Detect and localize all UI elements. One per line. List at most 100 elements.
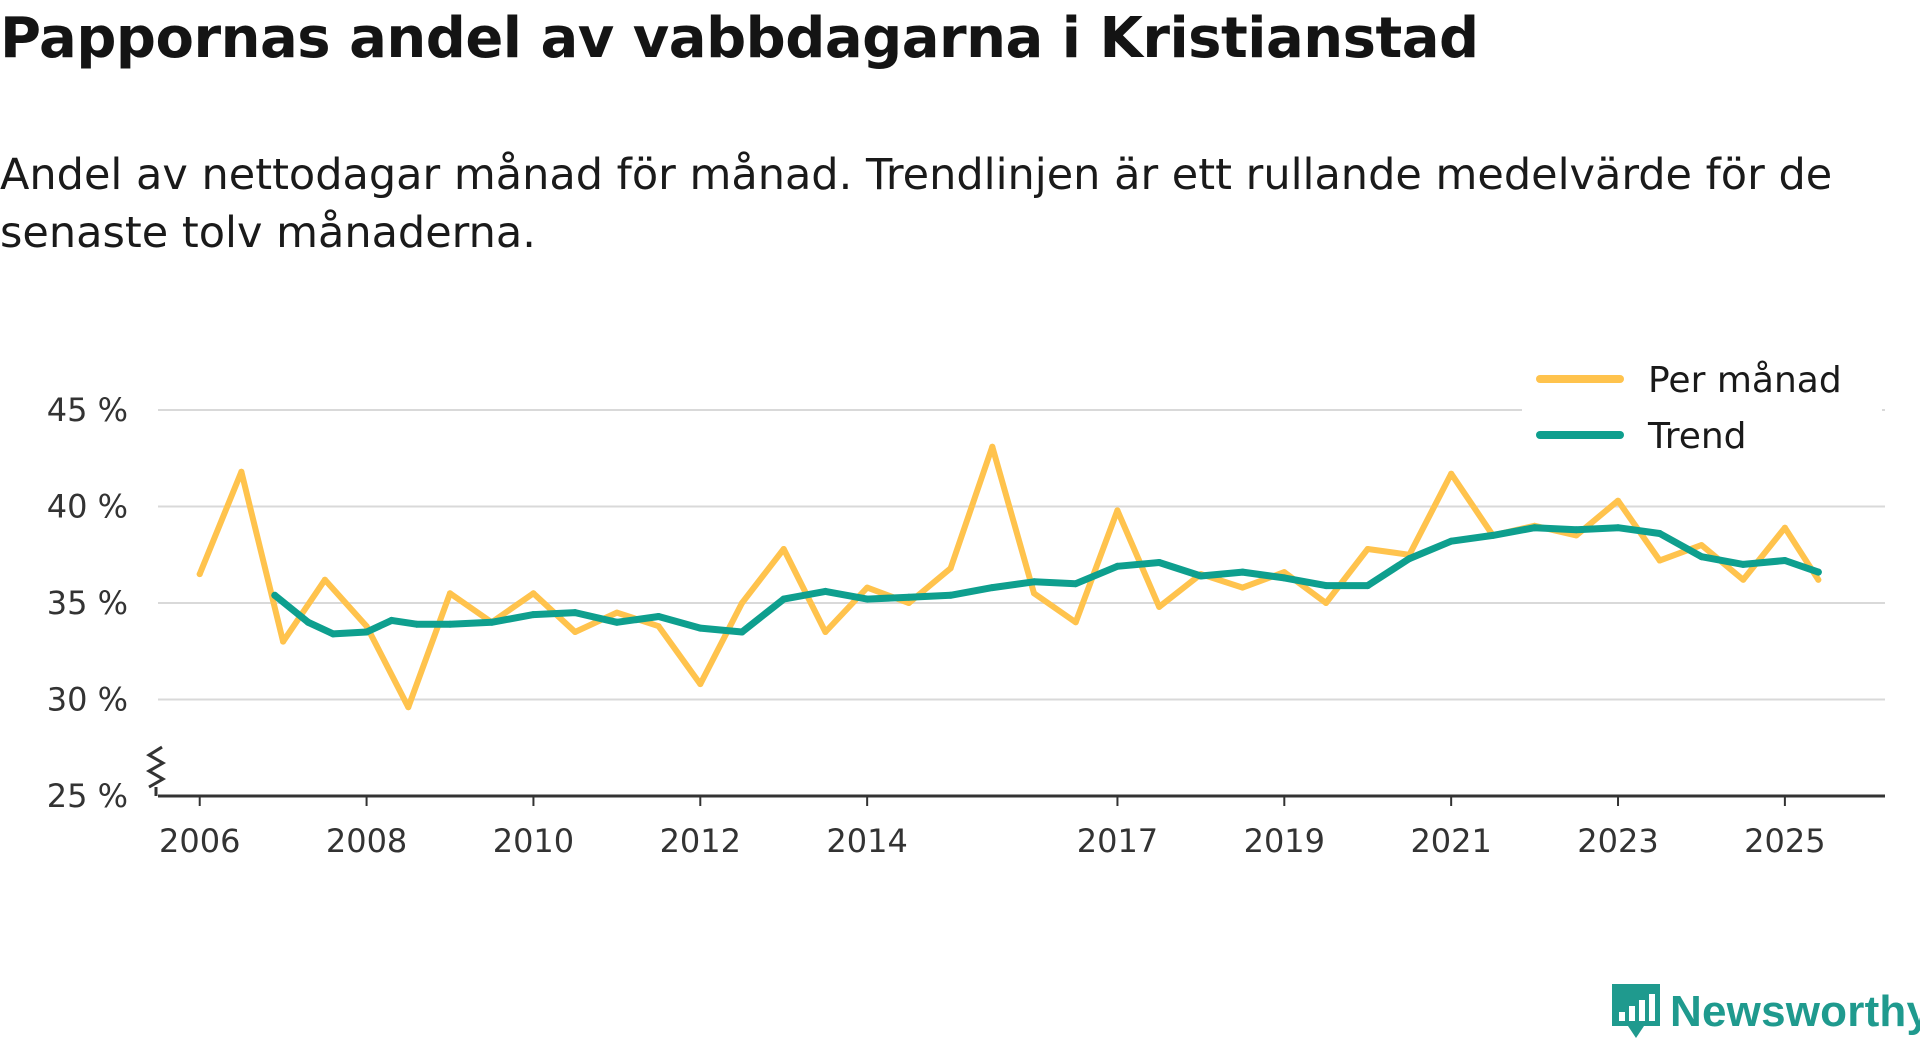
x-tick-label-2008: 2008 xyxy=(326,822,407,860)
data-point-trend xyxy=(1739,560,1747,568)
series xyxy=(196,443,1822,711)
chart-subtitle: Andel av nettodagar månad för månad. Tre… xyxy=(0,150,1833,258)
data-point-monthly xyxy=(1364,546,1371,552)
data-point-trend xyxy=(613,618,621,626)
data-point-trend xyxy=(271,591,279,599)
data-point-monthly xyxy=(447,590,453,597)
data-point-trend xyxy=(947,591,955,599)
y-tick-label-25: 25 % xyxy=(47,777,128,815)
data-point-trend xyxy=(1322,582,1330,590)
y-axis-break-icon xyxy=(145,745,167,796)
newsworthy-logo-icon xyxy=(1612,984,1660,1038)
data-point-monthly xyxy=(655,623,662,630)
chart-title: Pappornas andel av vabbdagarna i Kristia… xyxy=(0,6,1479,71)
y-tick-label-40: 40 % xyxy=(47,488,128,526)
data-point-trend xyxy=(780,595,788,603)
data-point-trend xyxy=(1155,559,1163,566)
data-point-monthly xyxy=(1281,569,1288,576)
x-tick-label-2014: 2014 xyxy=(826,822,907,860)
legend-background xyxy=(1522,340,1882,445)
data-point-trend xyxy=(1239,568,1247,576)
x-axis-ticks: 2006 2008 2010 2012 2014 2017 2019 2021 2023 2025 xyxy=(159,796,1826,860)
line-chart: 25 % 30 % 35 % 40 % 45 % 2006 2008 2010 2012 201… xyxy=(47,340,1885,860)
data-point-monthly xyxy=(321,576,328,583)
data-point-monthly xyxy=(1740,576,1747,583)
data-point-monthly xyxy=(1781,524,1788,531)
data-point-trend xyxy=(1614,524,1622,532)
data-point-monthly xyxy=(1031,590,1037,597)
data-point-monthly xyxy=(822,629,829,635)
data-point-trend xyxy=(1656,530,1664,537)
data-point-trend xyxy=(1531,524,1539,532)
data-point-trend xyxy=(304,618,312,626)
data-point-trend xyxy=(1781,557,1789,564)
series-monthly xyxy=(196,443,1822,711)
series-line-monthly xyxy=(196,443,1822,711)
data-point-trend xyxy=(696,624,704,632)
data-point-trend xyxy=(905,593,913,601)
data-point-monthly xyxy=(1448,470,1455,477)
newsworthy-logo: Newsworthy xyxy=(1610,982,1920,1042)
data-point-trend xyxy=(655,613,663,620)
data-point-monthly xyxy=(905,600,912,606)
data-point-monthly xyxy=(1656,557,1663,564)
data-point-monthly xyxy=(1114,507,1121,514)
data-point-monthly xyxy=(1815,576,1822,583)
data-point-monthly xyxy=(1698,542,1705,549)
x-tick-label-2017: 2017 xyxy=(1077,822,1158,860)
data-point-monthly xyxy=(196,571,203,578)
brand-name: Newsworthy xyxy=(1670,987,1920,1036)
data-point-trend xyxy=(821,587,829,595)
y-tick-label-30: 30 % xyxy=(47,681,128,719)
data-point-trend xyxy=(1030,578,1038,586)
data-point-trend xyxy=(488,618,496,626)
data-point-trend xyxy=(388,616,396,624)
data-point-monthly xyxy=(613,609,620,616)
axes xyxy=(145,745,1885,798)
data-point-trend xyxy=(1447,537,1455,545)
data-point-trend xyxy=(738,628,746,636)
series-line-trend xyxy=(271,524,1822,638)
x-tick-label-2019: 2019 xyxy=(1244,822,1325,860)
data-point-monthly xyxy=(864,584,871,591)
x-tick-label-2010: 2010 xyxy=(493,822,574,860)
data-point-trend xyxy=(1489,531,1497,539)
legend-label-trend: Trend xyxy=(1647,416,1747,457)
x-tick-label-2021: 2021 xyxy=(1410,822,1491,860)
data-point-trend xyxy=(1698,553,1705,561)
data-point-trend xyxy=(446,620,454,628)
data-point-trend xyxy=(1572,526,1580,534)
data-point-trend xyxy=(1197,572,1205,580)
data-point-monthly xyxy=(530,590,537,597)
legend-label-monthly: Per månad xyxy=(1648,360,1842,401)
data-point-monthly xyxy=(280,638,287,645)
data-point-trend xyxy=(1280,574,1288,582)
y-axis-ticks: 25 % 30 % 35 % 40 % 45 % xyxy=(47,391,128,815)
data-point-trend xyxy=(363,628,371,636)
data-point-monthly xyxy=(1072,619,1079,626)
data-point-trend xyxy=(1072,580,1080,588)
x-tick-label-2025: 2025 xyxy=(1744,822,1825,860)
data-point-monthly xyxy=(1156,603,1163,610)
data-point-monthly xyxy=(238,468,245,475)
data-point-trend xyxy=(1364,582,1372,590)
x-tick-label-2012: 2012 xyxy=(660,822,741,860)
data-point-trend xyxy=(571,609,579,617)
data-point-monthly xyxy=(572,629,579,635)
data-point-monthly xyxy=(697,681,704,688)
data-point-trend xyxy=(529,611,537,619)
data-point-trend xyxy=(329,630,337,638)
x-tick-label-2006: 2006 xyxy=(159,822,240,860)
data-point-monthly xyxy=(1239,584,1246,591)
data-point-monthly xyxy=(780,546,787,552)
data-point-monthly xyxy=(947,565,954,572)
data-point-monthly xyxy=(1323,600,1329,606)
data-point-monthly xyxy=(989,443,996,450)
data-point-trend xyxy=(1113,562,1121,570)
x-tick-label-2023: 2023 xyxy=(1577,822,1658,860)
data-point-trend xyxy=(413,620,421,628)
legend: Per månad Trend xyxy=(1522,340,1882,457)
data-point-monthly xyxy=(405,704,412,711)
data-point-trend xyxy=(988,584,996,592)
series-trend xyxy=(271,524,1822,638)
